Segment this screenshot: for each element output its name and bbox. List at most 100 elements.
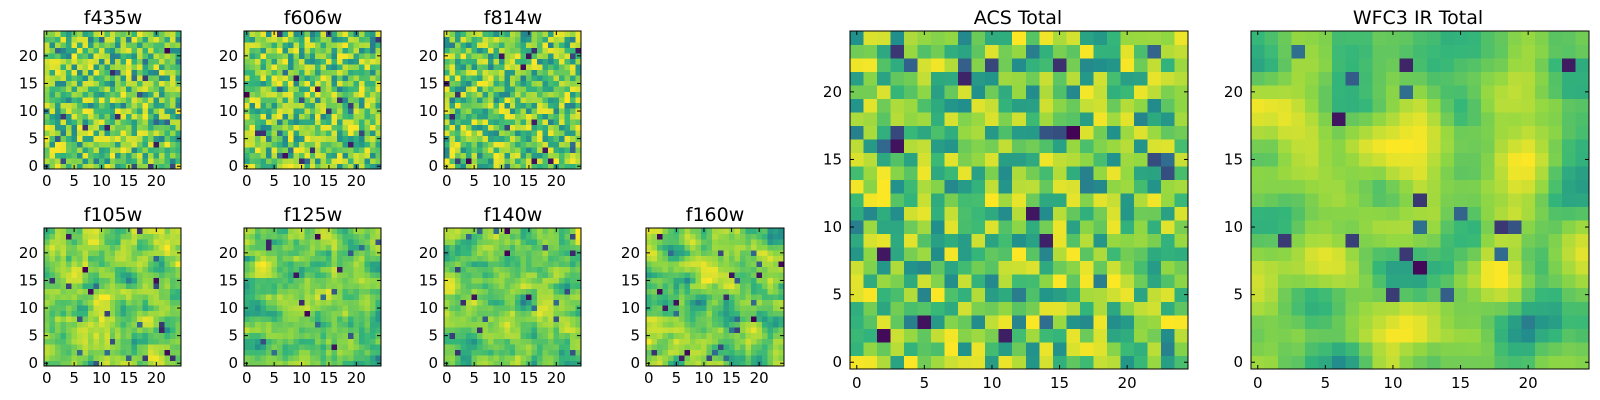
- heatmap-cell: [690, 239, 697, 245]
- heatmap-cell: [548, 97, 554, 104]
- heatmap-cell: [153, 266, 160, 273]
- heatmap-cell: [553, 80, 560, 87]
- heatmap-cell: [487, 233, 494, 240]
- heatmap-cell: [772, 272, 779, 279]
- heatmap-cell: [1039, 328, 1054, 343]
- heatmap-cell: [531, 250, 538, 256]
- heatmap-cell: [159, 86, 165, 93]
- heatmap-cell: [931, 260, 945, 275]
- heatmap-cell: [679, 321, 685, 328]
- heatmap-cell: [651, 349, 658, 356]
- heatmap-cell: [695, 277, 702, 284]
- heatmap-cell: [342, 53, 349, 59]
- heatmap-cell: [498, 338, 505, 345]
- heatmap-cell: [93, 31, 100, 37]
- heatmap-cell: [44, 349, 50, 356]
- heatmap-cell: [944, 314, 959, 329]
- heatmap-cell: [260, 321, 267, 328]
- heatmap-cell: [526, 86, 533, 93]
- heatmap-cell: [449, 310, 456, 317]
- heatmap-cell: [476, 343, 483, 350]
- heatmap-cell: [449, 305, 456, 312]
- heatmap-cell: [958, 166, 973, 181]
- heatmap-cell: [142, 321, 149, 328]
- heatmap-cell: [320, 163, 327, 170]
- heatmap-cell: [331, 283, 338, 290]
- heatmap-cell: [170, 283, 176, 290]
- heatmap-cell: [542, 261, 549, 267]
- heatmap-cell: [745, 327, 752, 334]
- heatmap-cell: [159, 146, 165, 153]
- heatmap-cell: [287, 277, 294, 284]
- heatmap-cell: [482, 152, 489, 159]
- heatmap-cell: [260, 42, 267, 48]
- heatmap-cell: [254, 163, 261, 170]
- heatmap-cell: [164, 157, 171, 164]
- heatmap-cell: [348, 305, 354, 312]
- heatmap-cell: [651, 266, 658, 273]
- heatmap-cell: [487, 152, 494, 159]
- heatmap-cell: [293, 332, 300, 339]
- heatmap-cell: [320, 283, 327, 290]
- heatmap-cell: [701, 332, 708, 339]
- heatmap-cell: [449, 86, 456, 93]
- heatmap-cell: [712, 261, 719, 267]
- heatmap-cell: [337, 135, 343, 142]
- heatmap-cell: [509, 157, 516, 164]
- heatmap-cell: [476, 130, 483, 137]
- heatmap-cell: [126, 47, 133, 54]
- heatmap-cell: [537, 58, 543, 65]
- heatmap-cell: [164, 135, 171, 142]
- heatmap-cell: [375, 310, 382, 317]
- heatmap-cell: [364, 141, 371, 148]
- heatmap-cell: [82, 360, 89, 367]
- heatmap-cell: [153, 288, 160, 295]
- heatmap-cell: [244, 299, 250, 306]
- heatmap-cell: [282, 316, 289, 323]
- heatmap-cell: [137, 124, 143, 131]
- heatmap-cell: [487, 288, 494, 295]
- heatmap-cell: [282, 299, 289, 306]
- heatmap-cell: [575, 141, 582, 148]
- heatmap-cell: [287, 146, 294, 153]
- heatmap-cell: [331, 146, 338, 153]
- heatmap-cell: [82, 31, 89, 37]
- heatmap-cell: [126, 130, 133, 137]
- heatmap-cell: [662, 283, 669, 290]
- heatmap-cell: [651, 277, 658, 284]
- heatmap-cell: [520, 255, 527, 262]
- heatmap-cell: [137, 239, 143, 245]
- heatmap-cell: [564, 157, 571, 164]
- heatmap-cell: [98, 250, 105, 256]
- heatmap-cell: [673, 272, 680, 279]
- heatmap-cell: [476, 58, 483, 65]
- heatmap-cell: [575, 113, 582, 120]
- heatmap-cell: [271, 283, 278, 290]
- heatmap-cell: [271, 47, 278, 54]
- heatmap-cell: [348, 349, 354, 356]
- heatmap-cell: [548, 102, 554, 109]
- heatmap-cell: [756, 299, 763, 306]
- heatmap-cell: [553, 47, 560, 54]
- heatmap-cell: [76, 130, 83, 137]
- heatmap-cell: [575, 354, 582, 361]
- heatmap-cell: [509, 124, 516, 131]
- heatmap-cell: [115, 135, 122, 142]
- heatmap-cell: [695, 316, 702, 323]
- heatmap-cell: [120, 113, 127, 120]
- heatmap-cell: [126, 146, 133, 153]
- heatmap-cell: [728, 261, 735, 267]
- heatmap-cell: [109, 360, 116, 367]
- heatmap-cell: [265, 42, 272, 48]
- heatmap-cell: [449, 332, 456, 339]
- heatmap-cell: [679, 255, 685, 262]
- heatmap-cell: [104, 97, 111, 104]
- heatmap-cell: [971, 179, 986, 194]
- heatmap-cell: [265, 102, 272, 109]
- heatmap-cell: [482, 288, 489, 295]
- heatmap-cell: [778, 321, 785, 328]
- heatmap-cell: [695, 338, 702, 345]
- heatmap-cell: [170, 130, 176, 137]
- heatmap-cell: [98, 102, 105, 109]
